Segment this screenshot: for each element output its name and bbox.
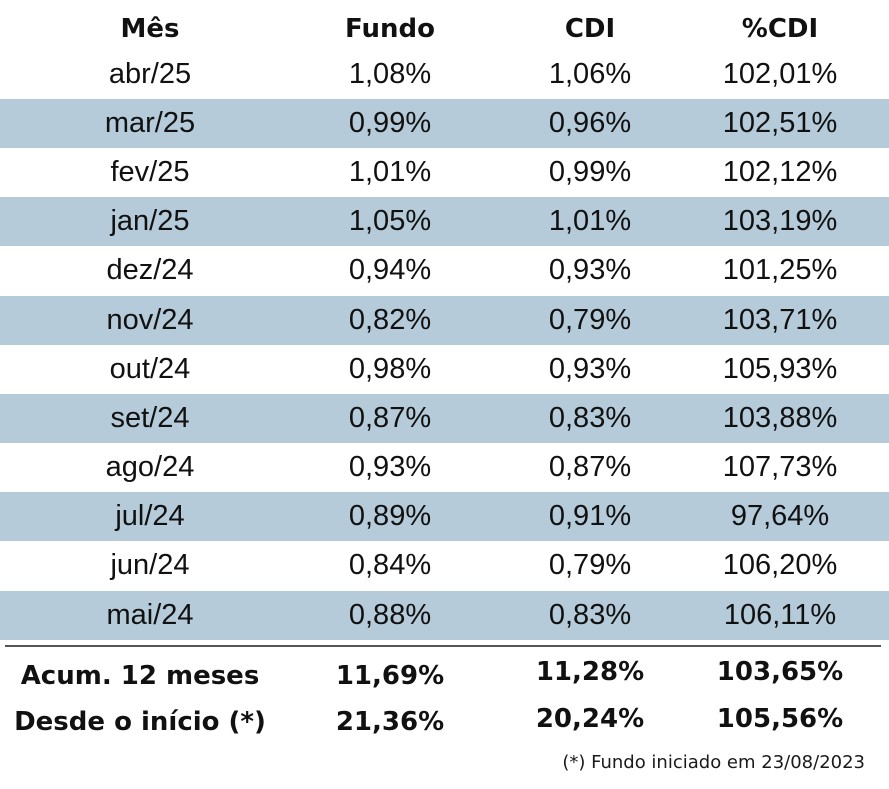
- month-cell: out/24: [109, 353, 191, 385]
- summary-cdi: 11,28%: [535, 657, 645, 687]
- summary-divider: [5, 645, 881, 647]
- pct-cdi-cell: 106,20%: [722, 549, 838, 581]
- pct-cdi-cell: 101,25%: [722, 254, 838, 286]
- summary-pct-cdi: 105,56%: [716, 704, 844, 734]
- summary-row-12m: Acum. 12 meses 11,69% 11,28% 103,65%: [0, 652, 889, 701]
- cdi-cell: 0,93%: [548, 353, 632, 385]
- summary-fund: 11,69%: [335, 661, 445, 691]
- table-row: mar/25 0,99% 0,96% 102,51%: [0, 99, 889, 148]
- fund-cell: 0,93%: [348, 451, 432, 483]
- pct-cdi-cell: 103,71%: [722, 304, 838, 336]
- month-cell: mai/24: [106, 599, 194, 631]
- cdi-cell: 0,83%: [548, 599, 632, 631]
- month-cell: fev/25: [110, 156, 190, 188]
- summary-row-since-start: Desde o início (*) 21,36% 20,24% 105,56%: [0, 698, 889, 747]
- fund-cell: 0,82%: [348, 304, 432, 336]
- table-row: abr/25 1,08% 1,06% 102,01%: [0, 50, 889, 99]
- cdi-cell: 0,79%: [548, 549, 632, 581]
- table-row: jan/25 1,05% 1,01% 103,19%: [0, 197, 889, 246]
- table-row: ago/24 0,93% 0,87% 107,73%: [0, 443, 889, 492]
- table-row: out/24 0,98% 0,93% 105,93%: [0, 345, 889, 394]
- pct-cdi-cell: 97,64%: [730, 500, 830, 532]
- cdi-cell: 0,99%: [548, 156, 632, 188]
- cdi-cell: 0,93%: [548, 254, 632, 286]
- header-fund: Fundo: [345, 14, 435, 44]
- pct-cdi-cell: 102,51%: [722, 107, 838, 139]
- pct-cdi-cell: 106,11%: [723, 599, 837, 631]
- header-cdi: CDI: [564, 14, 616, 44]
- pct-cdi-cell: 102,01%: [722, 58, 838, 90]
- pct-cdi-cell: 103,88%: [722, 402, 838, 434]
- table-row: dez/24 0,94% 0,93% 101,25%: [0, 246, 889, 295]
- table-row: jul/24 0,89% 0,91% 97,64%: [0, 492, 889, 541]
- summary-label: Acum. 12 meses: [20, 661, 260, 691]
- fund-cell: 1,01%: [348, 156, 432, 188]
- month-cell: mar/25: [104, 107, 196, 139]
- pct-cdi-cell: 105,93%: [722, 353, 838, 385]
- month-cell: jan/25: [110, 205, 190, 237]
- fund-cell: 0,94%: [348, 254, 432, 286]
- fund-cell: 0,99%: [348, 107, 432, 139]
- fund-cell: 0,88%: [348, 599, 432, 631]
- table-row: set/24 0,87% 0,83% 103,88%: [0, 394, 889, 443]
- cdi-cell: 1,06%: [548, 58, 632, 90]
- cdi-cell: 0,91%: [548, 500, 632, 532]
- cdi-cell: 1,01%: [548, 205, 632, 237]
- header-pct-cdi: %CDI: [741, 14, 819, 44]
- month-cell: abr/25: [108, 58, 192, 90]
- month-cell: ago/24: [105, 451, 195, 483]
- month-cell: dez/24: [106, 254, 194, 286]
- month-cell: nov/24: [106, 304, 194, 336]
- fund-cell: 0,87%: [348, 402, 432, 434]
- table-header-row: Mês Fundo CDI %CDI: [0, 5, 889, 54]
- table-row: mai/24 0,88% 0,83% 106,11%: [0, 591, 889, 640]
- summary-cdi: 20,24%: [535, 704, 645, 734]
- summary-pct-cdi: 103,65%: [716, 657, 844, 687]
- fund-cell: 0,84%: [348, 549, 432, 581]
- fund-cell: 0,98%: [348, 353, 432, 385]
- pct-cdi-cell: 103,19%: [722, 205, 838, 237]
- table-row: jun/24 0,84% 0,79% 106,20%: [0, 541, 889, 590]
- table-row: fev/25 1,01% 0,99% 102,12%: [0, 148, 889, 197]
- month-cell: jun/24: [110, 549, 190, 581]
- cdi-cell: 0,96%: [548, 107, 632, 139]
- fund-cell: 1,05%: [348, 205, 432, 237]
- fund-cell: 1,08%: [348, 58, 432, 90]
- table-row: nov/24 0,82% 0,79% 103,71%: [0, 296, 889, 345]
- fund-cell: 0,89%: [348, 500, 432, 532]
- footnote: (*) Fundo iniciado em 23/08/2023: [562, 752, 865, 773]
- header-month: Mês: [120, 14, 180, 44]
- cdi-cell: 0,79%: [548, 304, 632, 336]
- cdi-cell: 0,83%: [548, 402, 632, 434]
- month-cell: set/24: [110, 402, 190, 434]
- cdi-cell: 0,87%: [548, 451, 632, 483]
- summary-label: Desde o início (*): [14, 707, 266, 737]
- month-cell: jul/24: [115, 500, 185, 532]
- pct-cdi-cell: 102,12%: [722, 156, 838, 188]
- summary-fund: 21,36%: [335, 707, 445, 737]
- pct-cdi-cell: 107,73%: [722, 451, 838, 483]
